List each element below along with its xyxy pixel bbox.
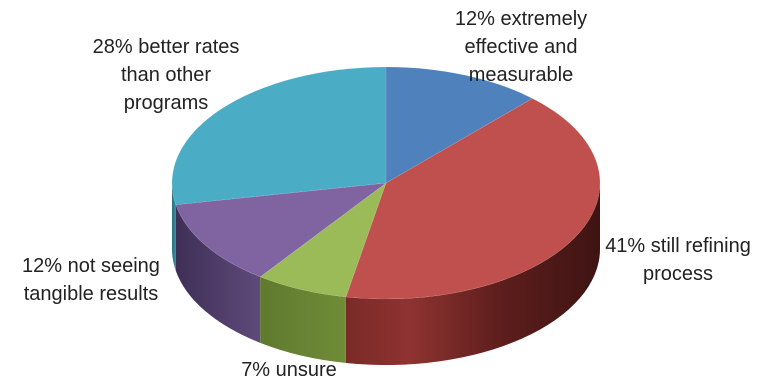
- pie-slice-unsure: [259, 182, 387, 298]
- data-label-unsure: 7% unsure: [241, 359, 337, 381]
- data-label-extremely-effective-and-measurable: 12% extremely effective and measurable: [455, 8, 587, 86]
- pie-wall-unsure: [260, 276, 346, 363]
- pie-labels: 12% extremely effective and measurable 41% …: [22, 8, 751, 381]
- pie-slice-better-rates-than-other-programs: [171, 66, 387, 206]
- data-label-not-seeing-tangible-results: 12% not seeing tangible results: [22, 255, 160, 305]
- pie-wall-still-refining-process: [345, 183, 600, 365]
- pie-wall-not-seeing-tangible-results: [175, 204, 261, 343]
- pie-slice-not-seeing-tangible-results: [175, 182, 388, 278]
- pie-side-walls: [172, 183, 600, 365]
- pie-slices: [171, 66, 601, 300]
- pie-wall-better-rates-than-other-programs: [172, 183, 176, 271]
- data-label-better-rates-than-other-programs: 28% better rates than other programs: [93, 36, 240, 114]
- data-label-still-refining-process: 41% still refining process: [605, 235, 751, 285]
- pie-slice-still-refining-process: [345, 98, 601, 300]
- pie-slice-extremely-effective-and-measurable: [385, 66, 534, 184]
